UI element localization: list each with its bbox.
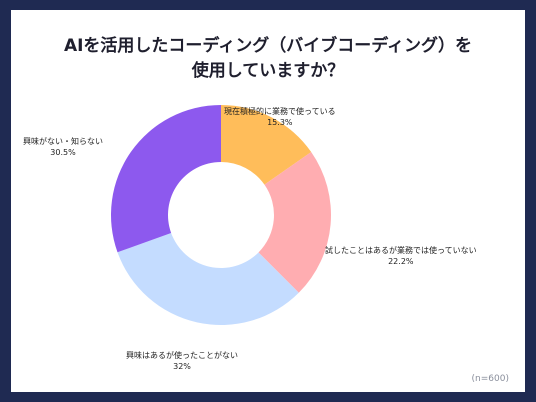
donut-chart [110,104,331,325]
slice-label-not-interested: 興味がない・知らない 30.5% [23,136,103,158]
donut-slice-tried-not-used [258,152,331,293]
slice-label-text: 興味はあるが使ったことがない [126,351,238,360]
chart-title-line-1: AIを活用したコーディング（バイブコーディング）を [63,36,473,56]
sample-size-note: (n=600) [471,374,509,384]
chart-title: AIを活用したコーディング（バイブコーディング）を 使用していますか？ [11,34,525,84]
slice-label-value: 30.5% [50,148,76,157]
slice-label-interested-never-used: 興味はあるが使ったことがない 32% [126,350,238,372]
slice-label-active-use: 現在積極的に業務で使っている 15.3% [224,106,336,128]
chart-title-line-2: 使用していますか？ [191,61,345,81]
slice-label-value: 15.3% [267,118,293,127]
slice-label-text: 現在積極的に業務で使っている [224,107,336,116]
slice-label-value: 22.2% [388,257,414,266]
donut-slice-interested-never-used [117,232,299,325]
slice-label-text: 試したことはあるが業務では使っていない [325,246,477,255]
slice-label-value: 32% [173,362,191,371]
slice-label-text: 興味がない・知らない [23,137,103,146]
donut-slice-not-interested [110,104,221,253]
slice-label-tried-not-used: 試したことはあるが業務では使っていない 22.2% [325,245,477,267]
donut-slice-active-use [221,105,312,185]
chart-card: AIを活用したコーディング（バイブコーディング）を 使用していますか？ 現在積極… [11,10,525,392]
